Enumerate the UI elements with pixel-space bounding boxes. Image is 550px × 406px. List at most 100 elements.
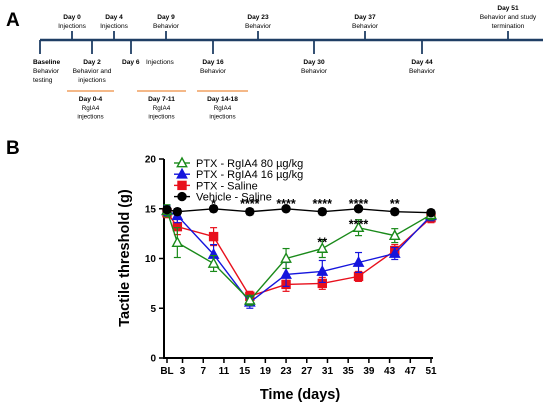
x-tick-label: 23 [280,366,292,377]
data-point [317,207,327,217]
x-tick-label: 3 [180,366,186,377]
significance-label: ** [317,236,327,250]
timeline-event-text: Injections [100,23,129,30]
timeline-day-label: Day 4 [105,14,123,21]
injection-window-text: RgIA4 [82,105,100,112]
timeline-day-label: Day 30 [303,59,325,66]
x-tick-label: 35 [343,366,355,377]
timeline-day-label: Day 0 [63,14,81,21]
timeline-event-text: Behavior [153,23,180,30]
timeline-day-label: Day 9 [157,14,175,21]
timeline-event-text: Behavior and study [480,14,537,21]
data-point [353,271,364,282]
timeline-day-label: Day 2 [83,59,101,66]
legend-entry: PTX - RgIA4 80 µg/kg [196,158,303,170]
data-point [352,221,365,233]
data-point [245,207,255,217]
legend-entry: PTX - RgIA4 16 µg/kg [196,169,303,181]
x-tick-label: 47 [405,366,417,377]
data-point [426,208,436,218]
legend-entry: PTX - Saline [196,180,258,192]
y-axis-title: Tactile threshold (g) [117,189,133,327]
injection-window-text: RgIA4 [153,105,171,112]
data-point [280,252,292,263]
injection-window-text: RgIA4 [214,105,232,112]
x-tick-label: 15 [239,366,251,377]
x-axis-title: Time (days) [260,387,340,403]
injection-window-text: injections [77,114,103,121]
data-point [176,156,188,168]
timeline-event-text: Behavior [200,68,227,75]
chart-axes: 0 5 10 15 20 BL 3 7 11 15 19 23 27 31 35 39 43 47 51 [145,155,437,378]
panel-a-timeline: A Day 0 Injections Day 4 Injections Day 9 Beh… [6,5,543,121]
data-point [172,207,183,217]
chart-series [161,204,437,309]
timeline-event-text: Behavior [409,68,436,75]
significance-label: **** [276,197,296,211]
x-tick-label: 43 [384,366,396,377]
data-point [208,231,219,242]
data-point [281,204,291,214]
injection-window-label: Day 7-11 [148,96,175,103]
timeline-day-label: Day 51 [497,5,519,12]
timeline-event-text: testing [33,77,53,84]
injection-window-text: injections [209,114,235,121]
timeline-event-text: termination [492,23,525,30]
y-tick-label: 10 [145,254,157,265]
x-tick-label: BL [160,366,173,377]
significance-label: * [211,197,216,211]
data-point [316,264,329,276]
data-point [243,293,256,305]
significance-label: **** [349,218,369,232]
timeline-day-label: Baseline [33,59,60,66]
significance-label: ** [390,197,400,211]
x-tick-label: 11 [219,366,230,377]
y-tick-label: 0 [150,354,156,365]
timeline-event-text: Injections [58,23,87,30]
panel-a-label: A [6,10,20,31]
timeline-events-above: Day 0 Injections Day 4 Injections Day 9 Behav… [58,5,537,40]
timeline-event-text: Behavior and [73,68,112,75]
timeline-event-text: Behavior [245,23,272,30]
chart-annotations: * **** **** **************** [211,197,400,250]
injection-window-label: Day 14-18 [207,96,238,103]
y-tick-label: 5 [150,304,156,315]
panel-b-label: B [6,138,20,159]
x-tick-label: 51 [425,366,437,377]
significance-label: **** [349,197,369,211]
data-point [177,191,187,202]
injection-window-text: injections [148,114,174,121]
x-tick-label: 27 [301,366,313,377]
timeline-day-label: Day 23 [247,14,269,21]
y-tick-label: 15 [145,204,157,215]
x-tick-label: 19 [260,366,272,377]
x-tick-label: 7 [200,366,206,377]
data-point [177,180,187,191]
data-point [388,247,401,258]
panel-b-chart: B Tactile threshold (g) Time (days) 0 5 10… [6,138,437,403]
data-point [171,236,184,247]
data-point [390,207,400,217]
data-point [353,204,364,214]
timeline-day-label: Day 37 [354,14,376,21]
timeline-event-text: Injections [146,59,175,66]
injection-windows: Day 0-4 RgIA4 injections Day 7-11 RgIA4 injec… [67,90,248,121]
series-3 [162,204,436,218]
data-point [176,167,188,179]
y-tick-label: 20 [145,155,157,166]
timeline-event-text: Behavior [301,68,328,75]
data-point [208,204,219,214]
significance-label: **** [313,197,333,211]
timeline-events-below: Baseline Behavior testing Day 2 Behavior and… [33,40,436,84]
timeline-day-label: Day 16 [202,59,224,66]
timeline-day-label: Day 44 [411,59,433,66]
legend-entry: Vehicle - Saline [196,192,272,204]
data-point [280,267,292,279]
timeline-day-label: Day 6 [122,59,140,66]
data-point [388,229,401,241]
timeline-event-text: Behavior [352,23,379,30]
timeline-event-text: Behavior [33,68,60,75]
data-point [316,242,329,253]
